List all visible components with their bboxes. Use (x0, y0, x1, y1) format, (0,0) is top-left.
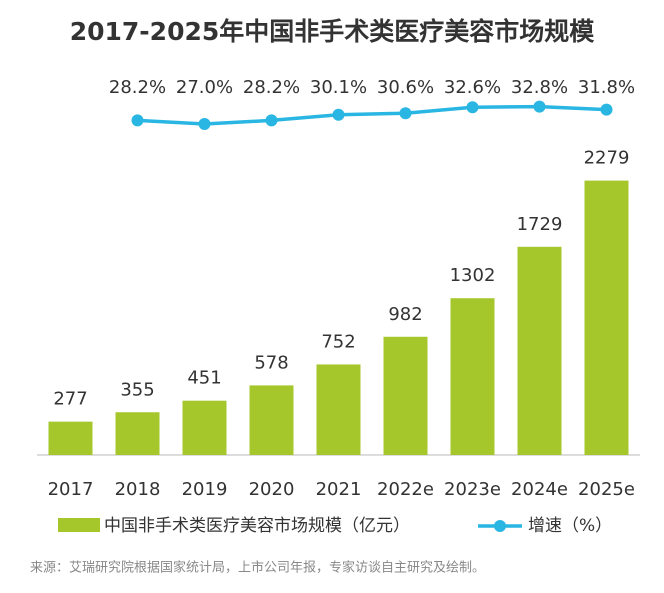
growth-marker (533, 100, 546, 113)
x-tick-label: 2025e (578, 479, 635, 500)
bar (316, 364, 361, 455)
x-tick-label: 2024e (511, 479, 568, 500)
legend-label: 中国非手术类医疗美容市场规模（亿元） (104, 516, 410, 536)
legend-swatch (58, 518, 100, 532)
growth-value-label: 32.6% (444, 77, 501, 98)
x-tick-label: 2023e (444, 479, 501, 500)
x-tick-label: 2018 (115, 479, 161, 500)
growth-value-label: 28.2% (243, 77, 300, 98)
bar (182, 400, 227, 455)
bar-value-label: 277 (53, 389, 87, 410)
x-tick-label: 2022e (377, 479, 434, 500)
bar (450, 298, 495, 455)
x-tick-label: 2019 (182, 479, 228, 500)
bar-value-label: 355 (120, 379, 154, 400)
growth-marker (131, 114, 144, 127)
source-note: 来源：艾瑞研究院根据国家统计局，上市公司年报，专家访谈自主研究及绘制。 (30, 560, 485, 576)
legend-label: 增速（%） (528, 516, 612, 536)
bar (383, 336, 428, 455)
growth-marker (265, 114, 278, 127)
growth-marker (399, 107, 412, 120)
growth-value-label: 30.1% (310, 77, 367, 98)
x-tick-label: 2017 (48, 479, 94, 500)
growth-marker (198, 118, 211, 130)
growth-value-label: 28.2% (109, 77, 166, 98)
bar-value-label: 2279 (584, 148, 630, 169)
bar-value-label: 1729 (517, 214, 563, 235)
growth-marker (600, 103, 613, 116)
growth-value-label: 30.6% (377, 77, 434, 98)
chart-title: 2017-2025年中国非手术类医疗美容市场规模 (70, 17, 596, 46)
bar (115, 412, 160, 455)
bar-value-label: 982 (388, 304, 422, 325)
bar (517, 246, 562, 455)
growth-value-label: 31.8% (578, 77, 635, 98)
growth-line (137, 104, 607, 126)
bar-value-label: 451 (187, 368, 221, 389)
growth-marker (466, 101, 479, 114)
growth-value-label: 32.8% (511, 77, 568, 98)
bar (48, 421, 93, 455)
x-tick-label: 2020 (249, 479, 295, 500)
bar (584, 180, 629, 456)
bar-value-label: 752 (321, 331, 355, 352)
bar (249, 385, 294, 455)
bar-value-label: 1302 (450, 265, 496, 286)
growth-marker (332, 108, 345, 121)
growth-value-label: 27.0% (176, 77, 233, 98)
x-tick-label: 2021 (316, 479, 362, 500)
bar-value-label: 578 (254, 352, 288, 373)
legend-marker (494, 520, 506, 532)
